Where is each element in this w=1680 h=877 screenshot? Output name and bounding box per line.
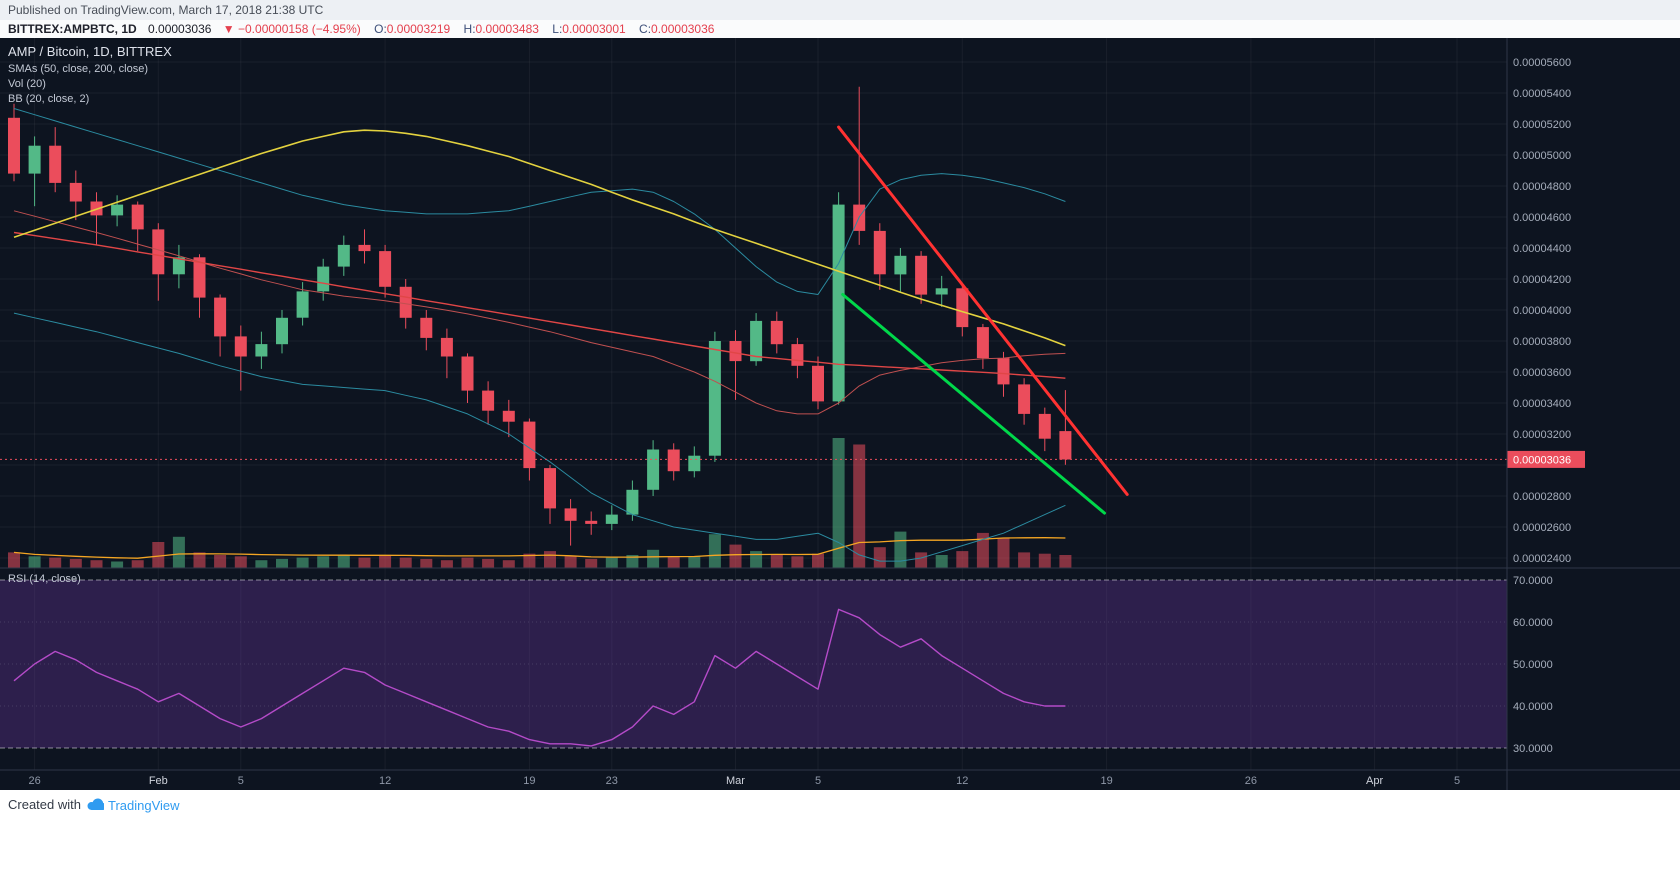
svg-text:0.00004000: 0.00004000: [1513, 305, 1571, 317]
svg-text:23: 23: [606, 775, 618, 787]
svg-text:0.00003600: 0.00003600: [1513, 367, 1571, 379]
close-value: 0.00003036: [651, 22, 715, 36]
svg-text:12: 12: [379, 775, 391, 787]
svg-text:0.00002600: 0.00002600: [1513, 522, 1571, 534]
svg-text:0.00005000: 0.00005000: [1513, 150, 1571, 162]
svg-text:12: 12: [956, 775, 968, 787]
grid-layer: [0, 38, 1507, 770]
svg-text:5: 5: [1454, 775, 1460, 787]
svg-text:60.0000: 60.0000: [1513, 617, 1553, 629]
rsi-layer: [13, 608, 1066, 747]
svg-text:0.00003800: 0.00003800: [1513, 336, 1571, 348]
chart-canvas[interactable]: 0.00003036 0.00005600 0.00005400 0.00005200…: [0, 38, 1680, 790]
tradingview-link[interactable]: TradingView: [87, 798, 180, 813]
svg-text:0.00005400: 0.00005400: [1513, 88, 1571, 100]
svg-text:0.00003400: 0.00003400: [1513, 398, 1571, 410]
trendlines-layer: [837, 125, 1129, 515]
open-label: O:: [374, 22, 387, 36]
svg-text:0.00002400: 0.00002400: [1513, 553, 1571, 565]
svg-text:0.00003036: 0.00003036: [1513, 454, 1571, 466]
last-price-value: 0.00003036: [148, 22, 212, 36]
svg-text:5: 5: [815, 775, 821, 787]
candles-layer: [8, 86, 1072, 546]
tradingview-wordmark: TradingView: [107, 798, 180, 814]
svg-text:0.00004800: 0.00004800: [1513, 181, 1571, 193]
svg-text:Mar: Mar: [726, 775, 745, 787]
low-label: L:: [552, 22, 563, 36]
chart-area[interactable]: 0.00003036 0.00005600 0.00005400 0.00005200…: [0, 38, 1680, 790]
svg-text:0.00004600: 0.00004600: [1513, 212, 1571, 224]
svg-text:0.00005200: 0.00005200: [1513, 119, 1571, 131]
price-change: ▼ −0.00000158 (−4.95%): [223, 22, 361, 36]
footer-bar: Created with TradingView: [0, 790, 1680, 877]
bollinger-bands: [13, 108, 1066, 562]
svg-text:Apr: Apr: [1366, 775, 1383, 787]
low-value: 0.00003001: [562, 22, 626, 36]
symbol-info-bar: BITTREX:AMPBTC, 1D 0.00003036 ▼ −0.00000…: [0, 20, 1680, 38]
svg-text:19: 19: [523, 775, 535, 787]
sma-lines: [13, 129, 1066, 379]
rsi-band-layer: [0, 579, 1507, 749]
svg-text:0.00005600: 0.00005600: [1513, 57, 1571, 69]
high-value: 0.00003483: [475, 22, 539, 36]
svg-text:40.0000: 40.0000: [1513, 701, 1553, 713]
change-text: −0.00000158 (−4.95%): [238, 22, 361, 36]
published-text: Published on TradingView.com, March 17, …: [8, 3, 324, 17]
svg-text:70.0000: 70.0000: [1513, 575, 1553, 587]
svg-text:0.00003200: 0.00003200: [1513, 429, 1571, 441]
last-price-layer: 0.00003036: [0, 450, 1585, 468]
volume-layer: [8, 438, 1072, 568]
svg-text:30.0000: 30.0000: [1513, 743, 1553, 755]
axis-layer: 0.00005600 0.00005400 0.00005200 0.00005000…: [0, 38, 1680, 790]
high-label: H:: [463, 22, 476, 36]
svg-text:Feb: Feb: [149, 775, 168, 787]
published-info-bar: Published on TradingView.com, March 17, …: [0, 0, 1680, 20]
tradingview-logo-icon: [87, 798, 106, 813]
symbol-name: BITTREX:AMPBTC, 1D: [8, 22, 137, 36]
created-with-text: Created with: [8, 797, 81, 812]
last-price-badge: [1507, 450, 1585, 468]
open-value: 0.00003219: [386, 22, 451, 36]
svg-text:26: 26: [28, 775, 40, 787]
svg-text:0.00004400: 0.00004400: [1513, 243, 1571, 255]
close-label: C:: [639, 22, 652, 36]
svg-text:26: 26: [1245, 775, 1257, 787]
svg-text:19: 19: [1100, 775, 1112, 787]
down-arrow-icon: ▼: [222, 22, 235, 36]
svg-text:0.00002800: 0.00002800: [1513, 491, 1571, 503]
svg-text:0.00004200: 0.00004200: [1513, 274, 1571, 286]
svg-text:50.0000: 50.0000: [1513, 659, 1553, 671]
svg-text:5: 5: [238, 775, 244, 787]
